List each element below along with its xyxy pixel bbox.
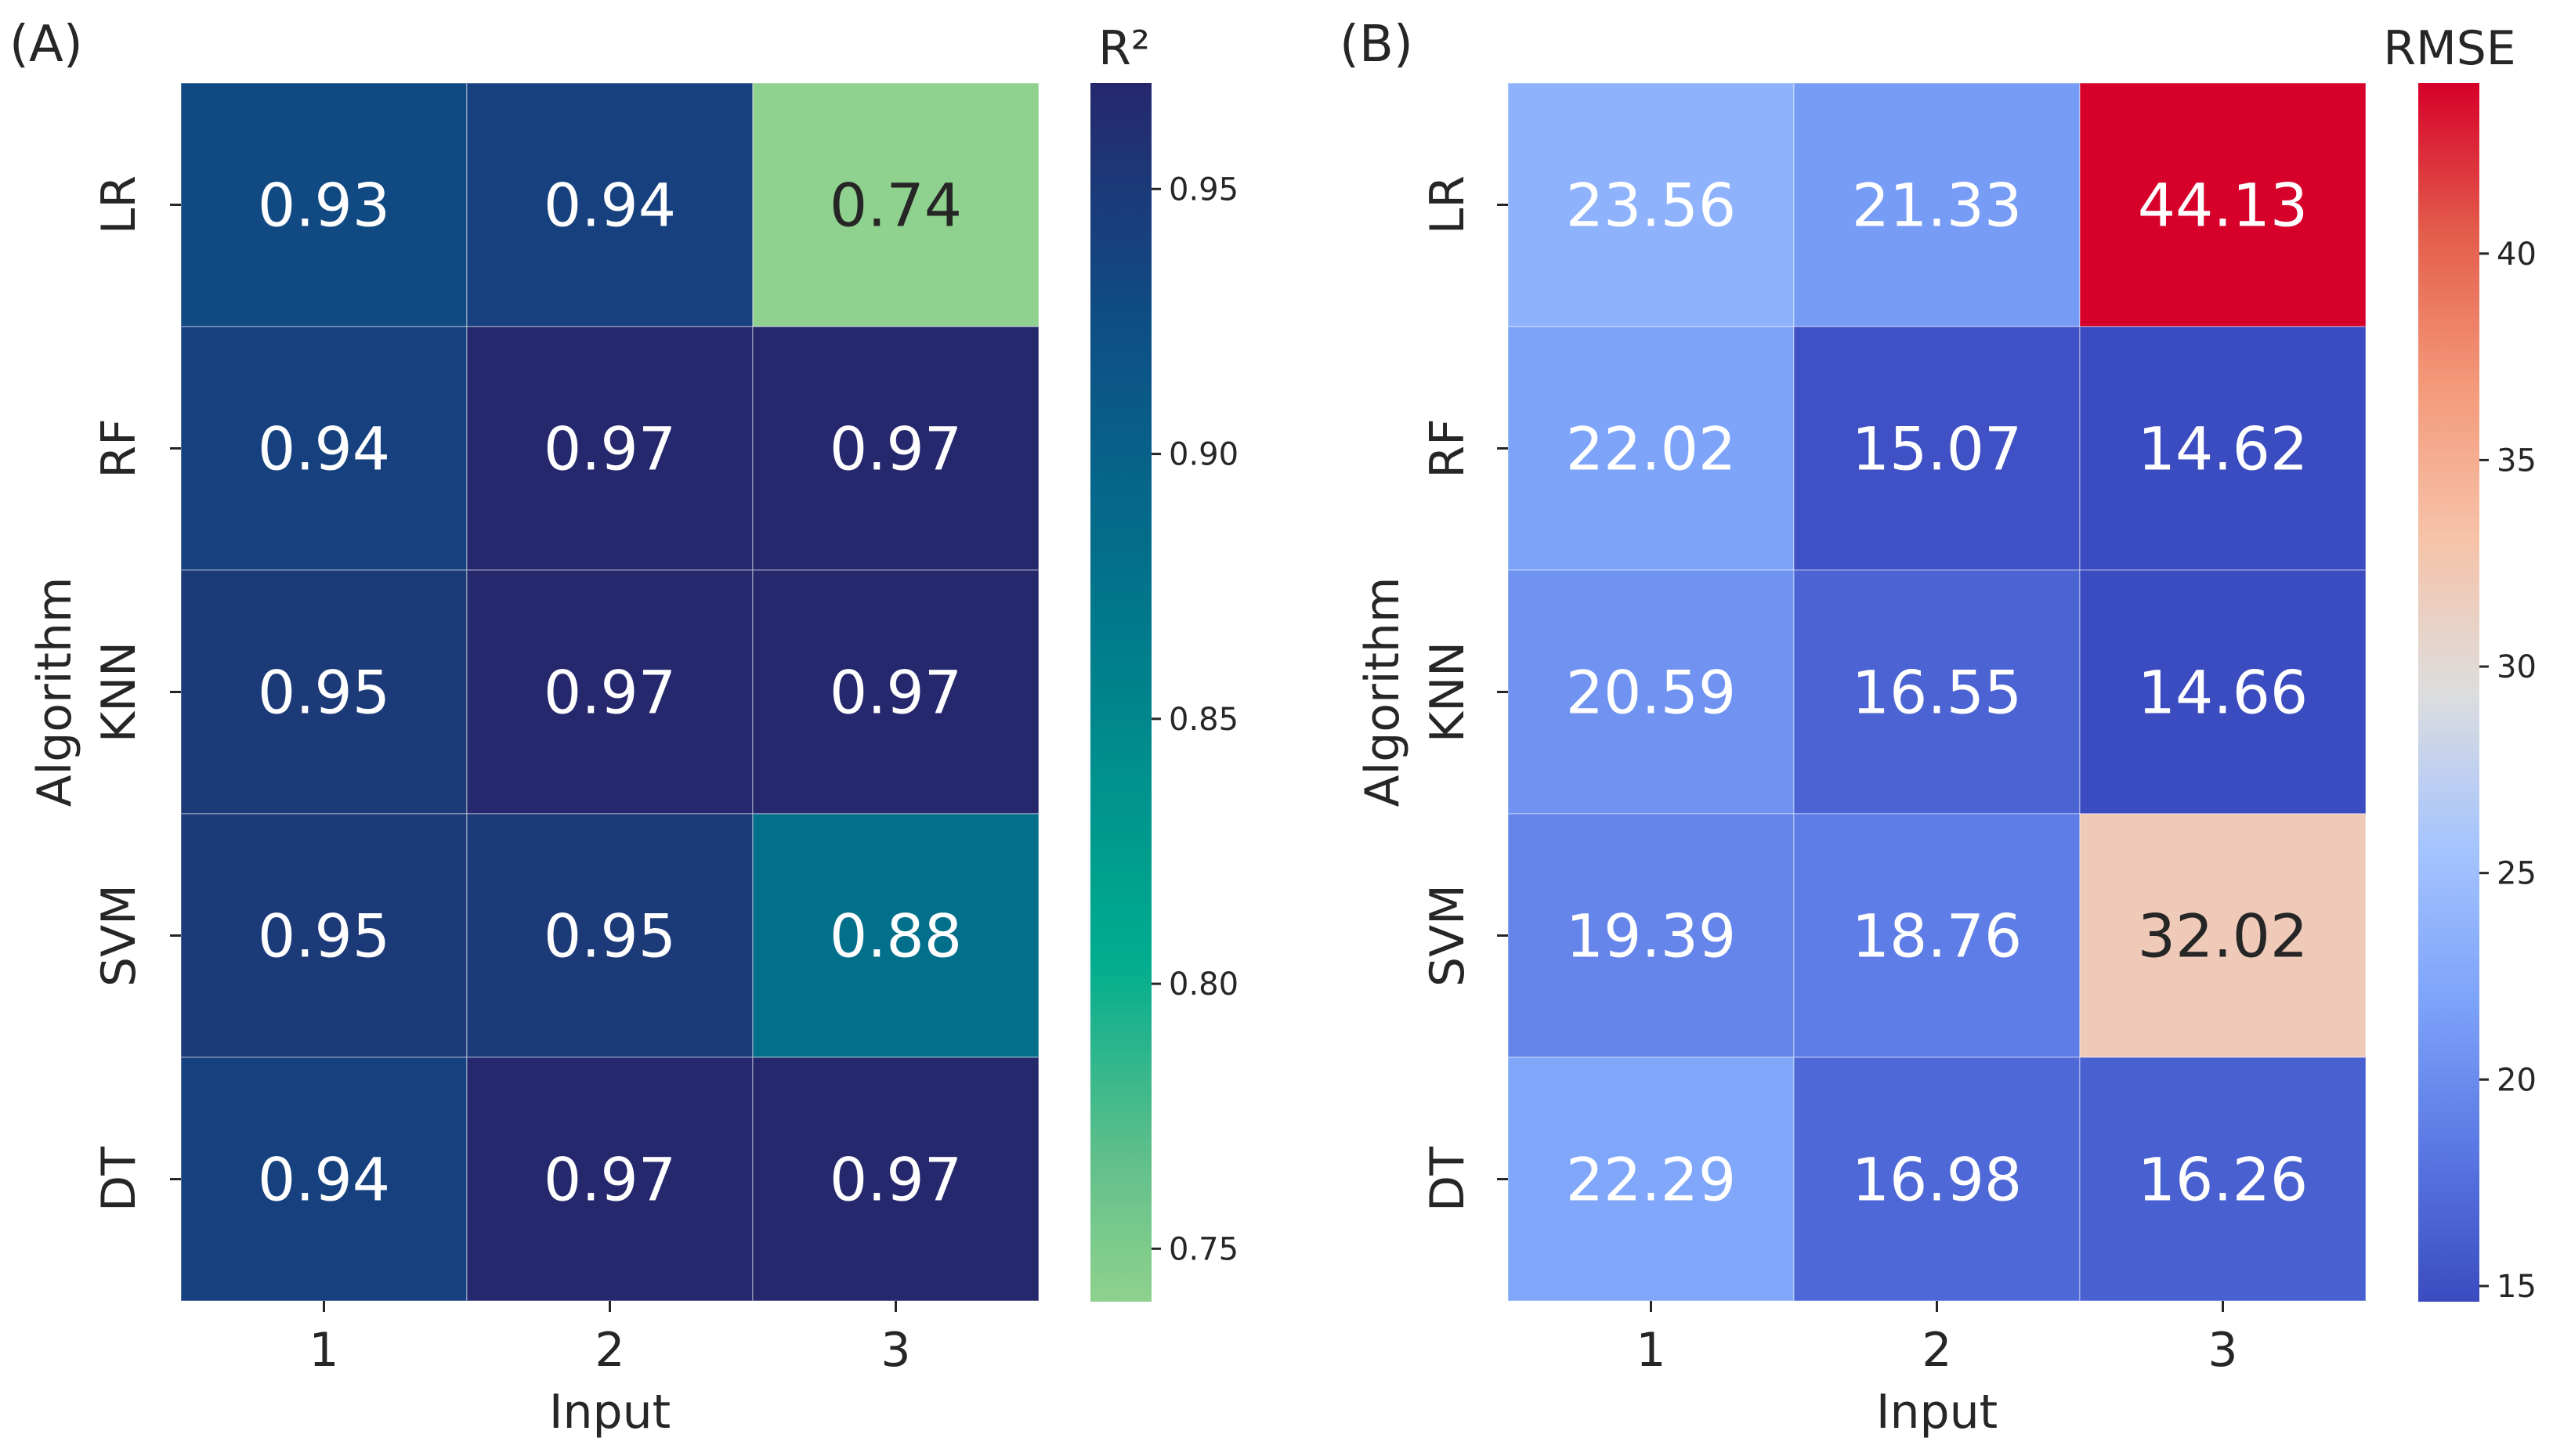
heatmap-cell xyxy=(180,82,468,327)
heatmap-cell xyxy=(180,813,468,1058)
x-axis-label: Input xyxy=(1876,1385,1998,1440)
cell-value-label: 23.56 xyxy=(1566,171,1737,240)
cell-value-label: 0.94 xyxy=(544,171,676,240)
colorbar-tick-label: 20 xyxy=(2497,1062,2537,1098)
heatmap-cell xyxy=(180,1057,468,1302)
heatmap-cell xyxy=(466,82,754,327)
x-tick-label: 3 xyxy=(881,1323,910,1378)
colorbar xyxy=(1090,83,1152,1302)
heatmap-cell xyxy=(2079,326,2367,571)
heatmap-cell xyxy=(752,813,1040,1058)
colorbar xyxy=(2418,83,2479,1302)
x-tick-label: 2 xyxy=(595,1323,624,1378)
panel-label: (B) xyxy=(1340,16,1413,74)
colorbar-tick-label: 30 xyxy=(2497,649,2537,685)
colorbar-tick-label: 0.90 xyxy=(1169,437,1239,473)
heatmap-cell xyxy=(1507,326,1795,571)
heatmap-panel-b: (B) 23.56 21.33 44.13 22.02 15.07 14.62 20.59 16… xyxy=(1340,16,2537,1440)
cell-value-label: 0.97 xyxy=(830,414,962,484)
colorbar-tick-label: 0.95 xyxy=(1169,172,1239,208)
heatmap-cell xyxy=(1507,1057,1795,1302)
x-tick-label: 2 xyxy=(1922,1323,1951,1378)
heatmap-cell xyxy=(2079,569,2367,815)
heatmap-cell xyxy=(1793,326,2081,571)
cell-value-label: 16.98 xyxy=(1852,1145,2023,1215)
heatmap-cell xyxy=(752,1057,1040,1302)
cell-value-label: 16.55 xyxy=(1852,658,2023,728)
heatmap-cell xyxy=(752,326,1040,571)
cell-value-label: 22.02 xyxy=(1566,414,1737,484)
cell-value-label: 0.97 xyxy=(544,658,676,728)
cell-value-label: 0.88 xyxy=(830,901,962,971)
heatmap-cell xyxy=(752,82,1040,327)
cell-value-label: 22.29 xyxy=(1566,1145,1737,1215)
colorbar-title: R² xyxy=(1098,21,1150,76)
colorbar-title: RMSE xyxy=(2383,21,2515,76)
cell-value-label: 0.95 xyxy=(544,901,676,971)
heatmap-cell xyxy=(466,569,754,815)
cell-value-label: 14.62 xyxy=(2138,414,2309,484)
heatmap-cell xyxy=(2079,1057,2367,1302)
heatmap-cell xyxy=(2079,813,2367,1058)
colorbar-tick-label: 0.85 xyxy=(1169,702,1239,738)
colorbar-tick-label: 0.75 xyxy=(1169,1231,1239,1267)
cell-value-label: 44.13 xyxy=(2138,171,2309,240)
y-tick-label: LR xyxy=(92,175,146,234)
y-tick-label: DT xyxy=(92,1147,146,1212)
cell-value-label: 19.39 xyxy=(1566,901,1737,971)
panel-label: (A) xyxy=(9,16,83,74)
heatmap-cell xyxy=(1793,569,2081,815)
x-axis-label: Input xyxy=(549,1385,671,1440)
heatmap-cell xyxy=(1507,82,1795,327)
cell-value-label: 15.07 xyxy=(1852,414,2023,484)
cell-value-label: 0.97 xyxy=(830,658,962,728)
cell-value-label: 0.95 xyxy=(258,658,390,728)
heatmap-cell xyxy=(180,326,468,571)
colorbar-tick-label: 15 xyxy=(2497,1269,2537,1305)
y-tick-label: RF xyxy=(1420,418,1475,478)
cell-value-label: 0.97 xyxy=(544,414,676,484)
colorbar-tick-label: 0.80 xyxy=(1169,966,1239,1003)
cell-value-label: 0.94 xyxy=(258,414,390,484)
cell-value-label: 0.95 xyxy=(258,901,390,971)
colorbar-tick-label: 35 xyxy=(2497,443,2537,479)
cell-value-label: 0.97 xyxy=(830,1145,962,1215)
x-tick-label: 1 xyxy=(1636,1323,1665,1378)
cell-value-label: 0.74 xyxy=(830,171,962,240)
y-tick-label: LR xyxy=(1420,175,1475,234)
cell-value-label: 0.97 xyxy=(544,1145,676,1215)
heatmap-cell xyxy=(1793,82,2081,327)
heatmap-cell xyxy=(180,569,468,815)
colorbar-tick-label: 40 xyxy=(2497,237,2537,273)
heatmap-panel-a: (A) 0.93 0.94 0.74 0.94 0.97 0.97 0.95 0.97 0.97 0… xyxy=(9,16,1239,1440)
cell-value-label: 21.33 xyxy=(1852,171,2023,240)
y-axis-label: Algorithm xyxy=(1355,577,1410,807)
cell-value-label: 18.76 xyxy=(1852,901,2023,971)
cell-value-label: 20.59 xyxy=(1566,658,1737,728)
y-tick-label: RF xyxy=(92,418,146,478)
heatmap-cell xyxy=(2079,82,2367,327)
y-tick-label: KNN xyxy=(92,641,146,742)
y-axis-label: Algorithm xyxy=(27,577,82,807)
y-tick-label: DT xyxy=(1420,1147,1475,1212)
heatmap-cell xyxy=(466,326,754,571)
cell-value-label: 16.26 xyxy=(2138,1145,2309,1215)
x-tick-label: 1 xyxy=(309,1323,338,1378)
y-tick-label: KNN xyxy=(1420,641,1475,742)
colorbar-tick-label: 25 xyxy=(2497,856,2537,892)
heatmap-cell xyxy=(1793,813,2081,1058)
heatmap-cell xyxy=(1507,569,1795,815)
cell-value-label: 32.02 xyxy=(2138,901,2309,971)
y-tick-label: SVM xyxy=(1420,884,1475,987)
cell-value-label: 0.93 xyxy=(258,171,390,240)
heatmap-cell xyxy=(1507,813,1795,1058)
cell-value-label: 14.66 xyxy=(2138,658,2309,728)
heatmap-cell xyxy=(466,1057,754,1302)
cell-value-label: 0.94 xyxy=(258,1145,390,1215)
x-tick-label: 3 xyxy=(2208,1323,2237,1378)
y-tick-label: SVM xyxy=(92,884,146,987)
